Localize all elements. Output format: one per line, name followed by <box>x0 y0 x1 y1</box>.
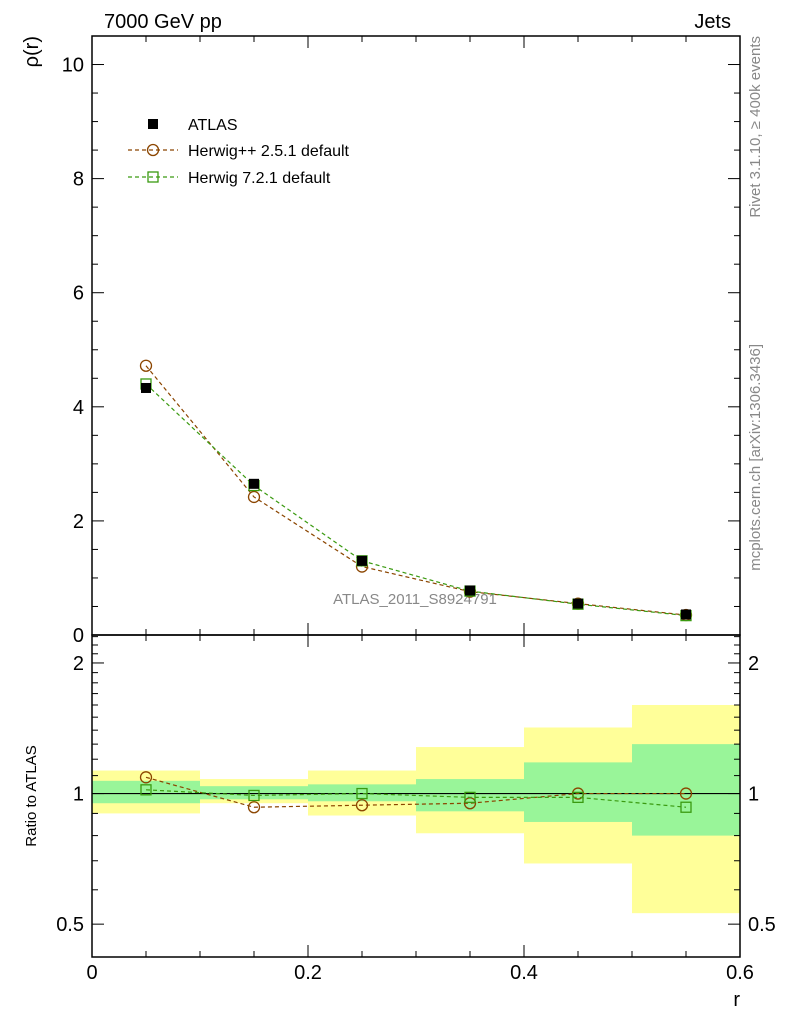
legend-label: ATLAS <box>188 117 238 134</box>
series-line <box>145 365 687 616</box>
side-text-bottom: mcplots.cern.ch [arXiv:1306.3436] <box>747 344 764 571</box>
legend: ATLAS Herwig++ 2.5.1 default Herwig 7.2.1 … <box>128 117 350 187</box>
ratio-y-tick-label-left: 2 <box>73 653 84 675</box>
series-0 <box>141 382 691 620</box>
ratio-y-tick-label-right: 1 <box>748 784 759 806</box>
header-left: 7000 GeV pp <box>104 11 222 33</box>
x-tick-label: 0.4 <box>510 962 538 984</box>
y-tick-label: 8 <box>73 169 84 191</box>
ratio-frame <box>91 634 741 958</box>
ratio-point <box>356 787 368 800</box>
ratio-y-axis-label: Ratio to ATLAS <box>23 745 40 846</box>
legend-marker <box>147 171 159 183</box>
side-text-top: Rivet 3.1.10, ≥ 400k events <box>747 36 764 218</box>
series-line <box>145 383 687 617</box>
data-point <box>681 609 691 620</box>
ratio-y-tick-label-right: 2 <box>748 653 759 675</box>
ratio-panel: 0.5 0.5 1 1 2 2 Ratio to ATLAS 0 0.2 0.4 0.6 r <box>23 634 776 1011</box>
band-inner <box>416 779 524 812</box>
main-panel: 0 2 4 6 8 10 ρ(r) ATLAS_2011_S8924791 ATLAS Herwi… <box>21 35 741 647</box>
y-axis-label: ρ(r) <box>21 36 43 67</box>
data-point <box>465 585 475 596</box>
data-point <box>139 359 153 372</box>
band-inner <box>200 786 308 800</box>
ratio-series-1 <box>140 784 692 813</box>
ratio-point <box>140 784 152 796</box>
ratio-point <box>679 787 693 800</box>
legend-label: Herwig++ 2.5.1 default <box>188 143 350 160</box>
ratio-line <box>145 776 686 808</box>
data-point <box>573 598 583 609</box>
y-tick-label: 4 <box>73 397 84 419</box>
ratio-line <box>145 789 687 808</box>
ratio-point <box>139 771 153 784</box>
series-1 <box>139 359 693 622</box>
legend-marker <box>148 119 158 129</box>
band-inner <box>632 744 740 836</box>
legend-label: Herwig 7.2.1 default <box>188 170 331 187</box>
ratio-point <box>680 801 692 813</box>
x-tick-label: 0.2 <box>294 962 322 984</box>
ratio-y-tick-label-right: 0.5 <box>748 914 776 936</box>
x-tick-label: 0 <box>86 962 97 984</box>
x-tick-label: 0.6 <box>726 962 754 984</box>
y-tick-label: 2 <box>73 511 84 533</box>
ratio-y-tick-label-left: 1 <box>73 784 84 806</box>
data-point <box>141 382 151 393</box>
x-axis-label: r <box>733 989 740 1011</box>
band-inner <box>92 780 200 804</box>
y-tick-label: 10 <box>62 55 84 77</box>
ratio-point <box>464 791 476 804</box>
series-2 <box>140 378 692 622</box>
ratio-y-tick-label-left: 0.5 <box>56 914 84 936</box>
ratio-point <box>248 789 260 802</box>
band-inner <box>308 784 416 802</box>
header-right: Jets <box>694 11 731 33</box>
y-tick-label: 0 <box>73 625 84 647</box>
legend-marker <box>146 143 160 157</box>
data-point <box>247 490 261 504</box>
data-point <box>357 555 367 566</box>
y-tick-label: 6 <box>73 283 84 305</box>
ratio-point <box>355 799 369 812</box>
data-point <box>249 478 259 489</box>
ratio-point <box>247 801 261 814</box>
ratio-point <box>572 791 584 804</box>
analysis-watermark: ATLAS_2011_S8924791 <box>333 591 497 608</box>
